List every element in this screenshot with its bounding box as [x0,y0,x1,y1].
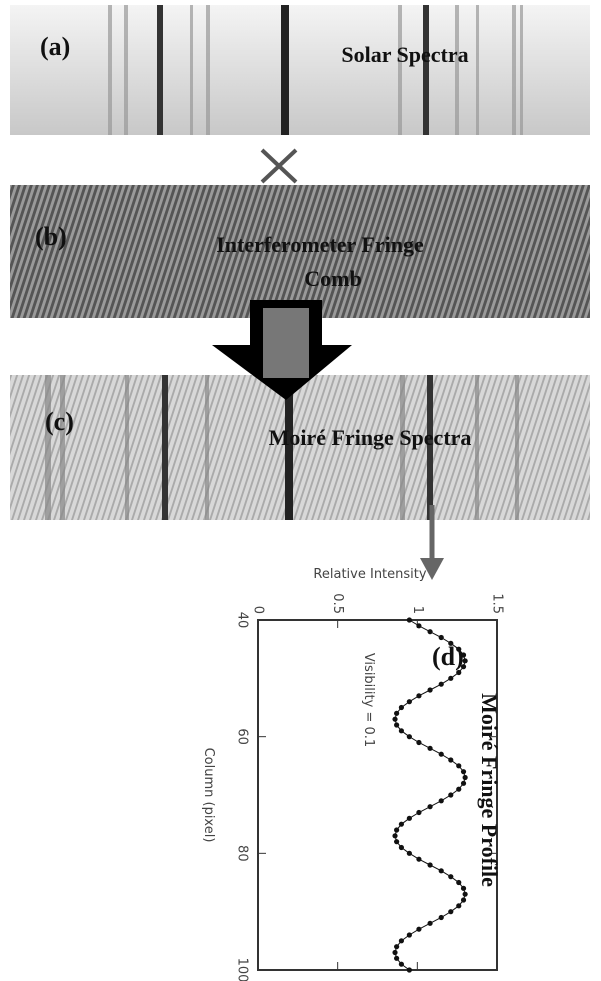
intensity-tick-label: 0 [251,606,266,614]
profile-point [461,664,466,669]
column-axis-label: Column (pixel) [201,748,216,843]
profile-point [392,717,397,722]
profile-point [461,652,466,657]
profile-point [407,816,412,821]
profile-point [456,880,461,885]
profile-point [427,746,432,751]
panel-title: Moiré Fringe Spectra [269,425,472,450]
profile-point [394,722,399,727]
column-tick-label: 60 [235,728,250,745]
profile-point [399,728,404,733]
profile-point [394,956,399,961]
column-tick-label: 40 [235,612,250,629]
profile-point [439,752,444,757]
profile-point [439,635,444,640]
intensity-tick-label: 1 [410,606,425,614]
profile-point [399,845,404,850]
profile-point [394,839,399,844]
profile-point [427,862,432,867]
profile-point [427,687,432,692]
intensity-tick-label: 1.5 [490,593,505,614]
visibility-note: Visibility = 0.1 [361,653,376,747]
profile-point [399,822,404,827]
profile-point [456,647,461,652]
profile-point [456,670,461,675]
panel-title: Solar Spectra [341,42,468,67]
profile-point [416,693,421,698]
panel-label: (c) [45,407,74,436]
profile-point [456,903,461,908]
arrow-fill [263,308,309,378]
profile-point [399,938,404,943]
profile-point [399,962,404,967]
profile-point [407,851,412,856]
profile-point [392,950,397,955]
panel-label: (d) [432,642,464,671]
profile-point [439,868,444,873]
profile-point [448,641,453,646]
profile-point [448,757,453,762]
profile-point [439,682,444,687]
profile-point [463,892,468,897]
panel-a: (a) Solar Spectra [10,5,590,135]
profile-point [439,915,444,920]
profile-point [394,827,399,832]
profile-title: Moiré Fringe Profile [477,693,502,887]
profile-point [456,763,461,768]
intensity-axis-label: Relative Intensity [313,567,426,582]
profile-point [407,734,412,739]
profile-point [416,740,421,745]
profile-point [439,798,444,803]
profile-point [448,909,453,914]
profile-point [448,874,453,879]
profile-point [416,857,421,862]
figure: (a) Solar Spectra (b) Interferometer Fri… [0,0,601,981]
profile-point [394,944,399,949]
cross [262,150,296,182]
profile-point [461,897,466,902]
profile-point [448,792,453,797]
column-tick-label: 100 [235,958,250,981]
profile-point [463,658,468,663]
profile-point [456,787,461,792]
profile-point [461,769,466,774]
profile-point [407,617,412,622]
profile-point [461,781,466,786]
panel-c: (c) Moiré Fringe Spectra [10,375,590,520]
profile-point [407,699,412,704]
profile-point [407,967,412,972]
profile-point [427,629,432,634]
panel-title: Interferometer Fringe [216,232,424,257]
profile-plot: 0 0.5 1 1.5 40 60 80 100 Relative Intensity Colum… [201,567,505,981]
profile-point [427,921,432,926]
profile-point [407,932,412,937]
profile-point [416,927,421,932]
intensity-tick-label: 0.5 [330,593,345,614]
panel-title: Comb [304,266,361,291]
profile-point [463,775,468,780]
column-tick-label: 80 [235,845,250,862]
profile-point [461,886,466,891]
panel-b: (b) Interferometer Fringe Comb [10,185,590,318]
profile-point [416,810,421,815]
panel-label: (b) [35,222,67,251]
profile-point [399,705,404,710]
profile-point [392,833,397,838]
profile-point [394,711,399,716]
profile-point [448,676,453,681]
profile-point [416,623,421,628]
panel-label: (a) [40,32,70,61]
profile-point [427,804,432,809]
profile-line [395,620,465,970]
